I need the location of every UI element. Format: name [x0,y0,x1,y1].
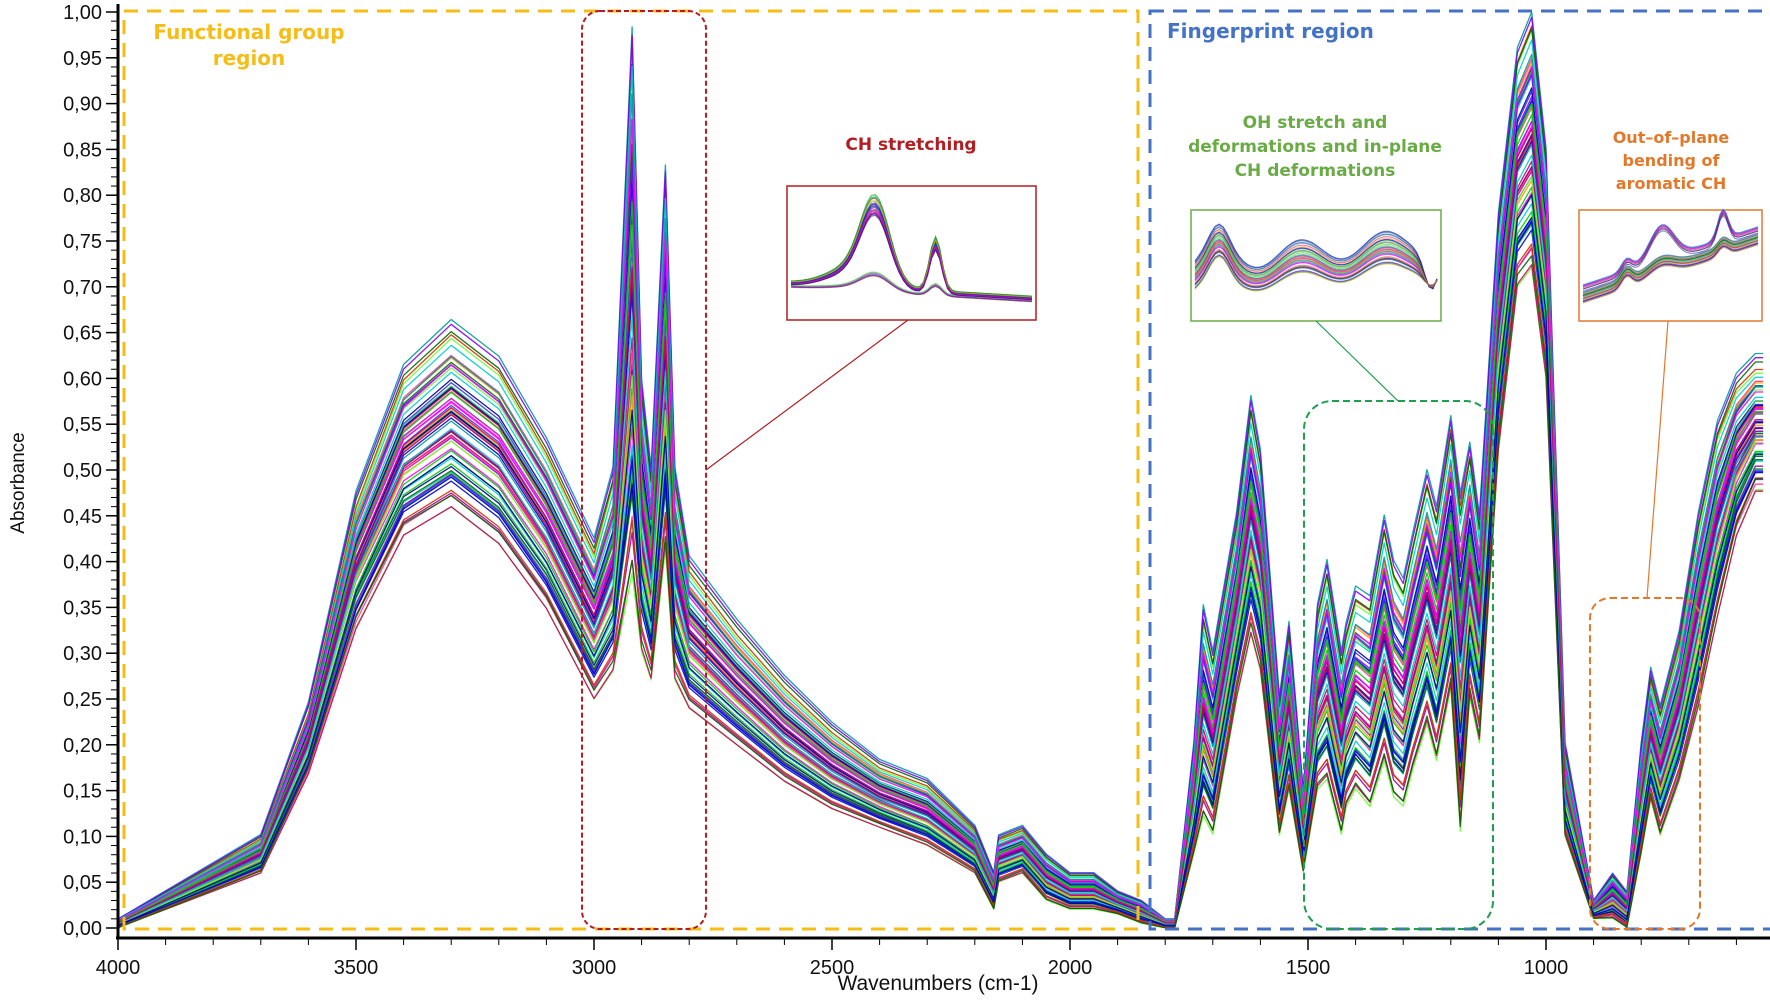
x-tick-label: 1500 [1286,957,1331,979]
y-tick-label: 0,10 [63,826,102,848]
fingerprint-region-label: Fingerprint region [1167,19,1374,43]
oh-leader-line [1315,320,1399,402]
fingerprint-region-box [1148,9,1770,931]
y-tick-label: 0,15 [63,781,102,803]
y-tick-label: 0,85 [63,139,102,161]
ch-leader-line [705,319,909,471]
oh-deformation-label-line3: CH deformations [1235,161,1396,181]
y-tick-label: 0,30 [63,643,102,665]
y-tick-label: 0,40 [63,552,102,574]
y-tick-label: 0,60 [63,368,102,390]
y-tick-label: 1,00 [63,2,102,24]
y-tick-label: 0,50 [63,460,102,482]
y-tick-label: 0,75 [63,231,102,253]
y-tick-label: 0,65 [63,323,102,345]
oop-inset-spectra [1582,208,1759,304]
y-tick-label: 0,95 [63,48,102,70]
x-tick-label: 3500 [334,957,379,979]
oh-deformation-label-line2: deformations and in-plane [1188,137,1442,157]
x-tick-label: 2000 [1048,957,1093,979]
oop-bending-label-line2: bending of [1623,151,1721,170]
y-tick-label: 0,35 [63,597,102,619]
oh-inset-spectra [1194,223,1438,292]
oop-bending-label: Out–of–plane [1613,128,1730,147]
y-tick-label: 0,80 [63,185,102,207]
x-tick-label: 3000 [572,957,617,979]
y-tick-label: 0,45 [63,506,102,528]
y-tick-label: 0,25 [63,689,102,711]
oop-leader-line [1646,320,1669,599]
spectra-lines [117,11,1764,929]
y-axis-label: Absorbance [8,432,29,533]
x-tick-label: 4000 [96,957,141,979]
ch-highlight-box [581,10,707,930]
ch-inset-spectra [790,193,1033,303]
y-tick-label: 0,05 [63,872,102,894]
x-tick-label: 1000 [1524,957,1569,979]
oh-highlight-box [1303,400,1494,930]
y-tick-label: 0,90 [63,94,102,116]
x-tick-label: 2500 [810,957,855,979]
ch-stretching-label: CH stretching [845,135,976,155]
functional-region-label: Functional group [153,20,344,44]
oh-deformation-label: OH stretch and [1243,113,1388,133]
oop-highlight-box [1589,597,1701,930]
y-tick-label: 0,00 [63,918,102,940]
y-tick-label: 0,70 [63,277,102,299]
x-axis-label: Wavenumbers (cm-1) [837,972,1038,995]
x-axis-ticks: 4000 3500 3000 2500 2000 1500 1000 [96,938,1737,979]
y-axis-ticks: 0,00 0,05 0,10 0,15 0,20 0,25 0,30 0,35 0,40 0,45… [63,2,118,940]
oop-bending-label-line3: aromatic CH [1616,174,1726,193]
y-tick-label: 0,55 [63,414,102,436]
functional-region-label-line2: region [213,46,286,70]
y-tick-label: 0,20 [63,735,102,757]
